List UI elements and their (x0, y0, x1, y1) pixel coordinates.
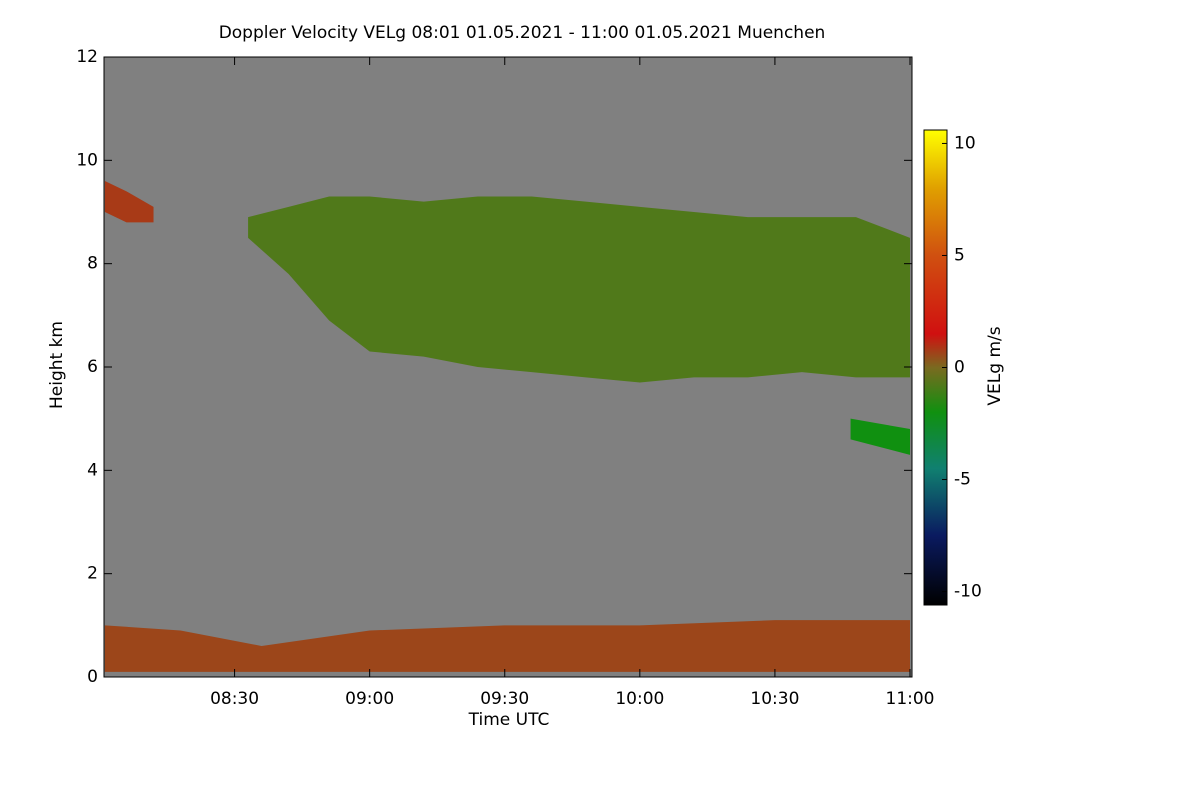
colorbar-tick-label: 5 (954, 245, 965, 265)
y-tick-label: 6 (87, 357, 98, 377)
x-tick-label: 10:00 (615, 689, 664, 709)
y-tick-label: 0 (87, 667, 98, 687)
colorbar-label: VELg m/s (985, 326, 1005, 405)
x-axis-label: Time UTC (468, 710, 550, 730)
colorbar-tick-label: 0 (954, 358, 965, 378)
colorbar-tick-label: -10 (954, 582, 982, 602)
colorbar-tick-label: 10 (954, 133, 976, 153)
colorbar-tick-label: -5 (954, 470, 971, 490)
y-axis-label: Height km (47, 321, 67, 409)
chart-title: Doppler Velocity VELg 08:01 01.05.2021 -… (219, 23, 826, 43)
y-tick-label: 2 (87, 564, 98, 584)
x-tick-label: 09:30 (480, 689, 529, 709)
x-tick-label: 10:30 (750, 689, 799, 709)
y-tick-label: 10 (76, 150, 98, 170)
y-tick-label: 8 (87, 254, 98, 274)
echo-layer (104, 620, 911, 672)
x-tick-label: 09:00 (345, 689, 394, 709)
y-tick-label: 4 (87, 460, 98, 480)
x-tick-label: 08:30 (210, 689, 259, 709)
echo-layer (104, 181, 154, 223)
echo-layer (248, 196, 911, 383)
y-tick-label: 12 (76, 47, 98, 67)
x-tick-label: 11:00 (886, 689, 935, 709)
echo-layer (850, 418, 910, 455)
